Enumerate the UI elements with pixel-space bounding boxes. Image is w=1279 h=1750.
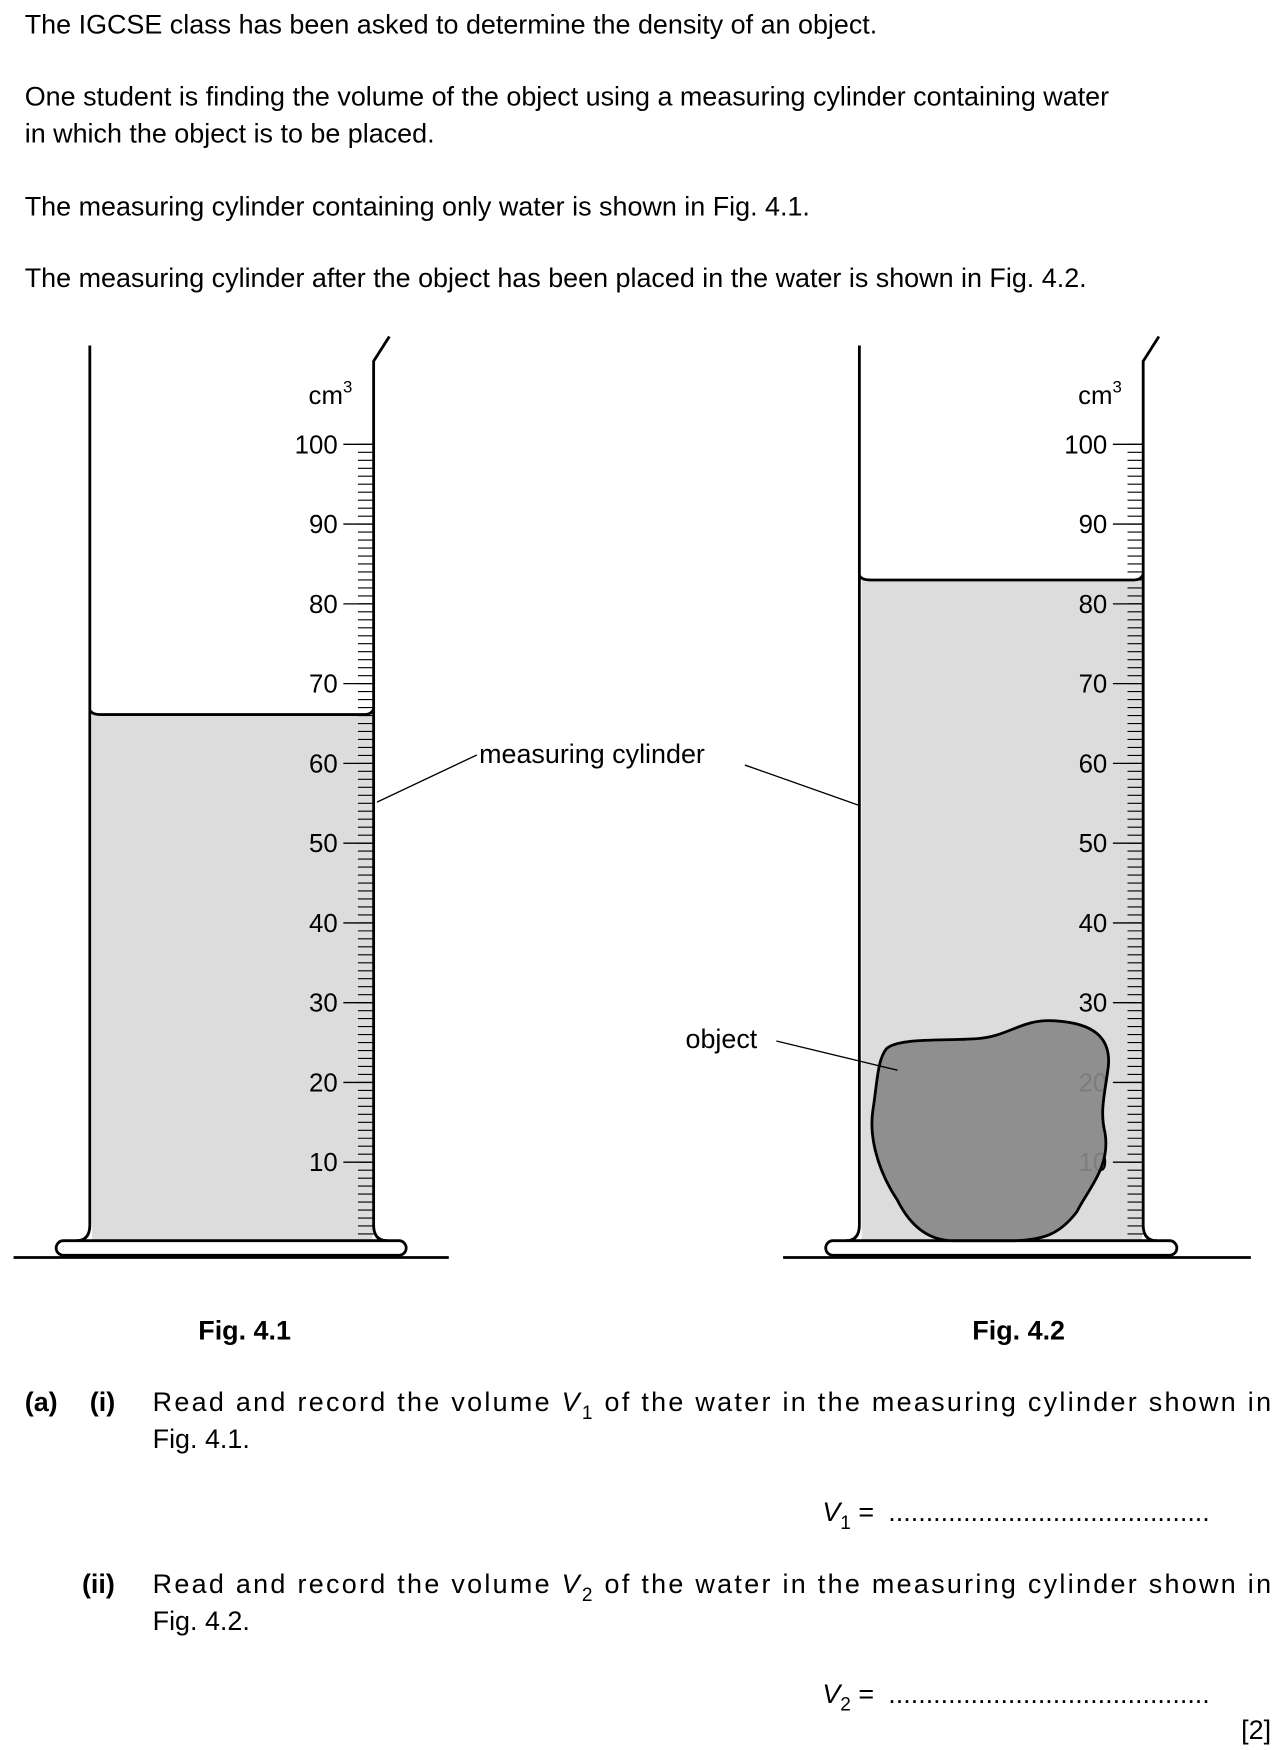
paragraph-line: One student is finding the volume of the… (25, 81, 1109, 111)
question-text: of the water in the measuring cylinder s… (595, 1387, 1271, 1417)
scale-label: 60 (1079, 750, 1108, 778)
scale-label: 50 (1079, 830, 1108, 858)
figure-1 (13, 335, 449, 1259)
scale-label: 40 (309, 910, 338, 938)
paragraph-line: in which the object is to be placed. (25, 118, 435, 148)
cylinder-wall (76, 345, 92, 1243)
paragraph-line: The measuring cylinder containing only w… (25, 191, 810, 221)
subscript: 1 (582, 1403, 593, 1424)
scale-label: 90 (1079, 511, 1108, 539)
scales: 100908070605040302010cm31009080706050403… (295, 378, 1144, 1235)
scale-label: 30 (309, 990, 338, 1018)
question-line: Fig. 4.1. (153, 1424, 250, 1454)
symbol: V (822, 1497, 843, 1527)
subscript: 2 (582, 1585, 593, 1606)
question-text: Read and record the volume (153, 1569, 560, 1599)
paragraph-line: The measuring cylinder after the object … (25, 263, 1087, 293)
unit-power: 3 (343, 378, 352, 397)
paragraph-line: The IGCSE class has been asked to determ… (25, 10, 878, 40)
leader-line (376, 754, 478, 803)
answer-line: V2 = ...................................… (822, 1679, 1209, 1716)
cylinder-wall (1141, 335, 1161, 1243)
scale-label: 100 (1064, 431, 1107, 459)
figure-caption: Fig. 4.1 (198, 1315, 291, 1345)
answer-dots: ........................................… (888, 1679, 1209, 1709)
scale-label: 70 (1079, 671, 1108, 699)
scale-label: 10 (309, 1149, 338, 1177)
scale-label: 80 (309, 591, 338, 619)
marks: [2] (1241, 1715, 1271, 1745)
cylinder-base (54, 1239, 408, 1257)
scale-label: 70 (309, 671, 338, 699)
water-surface (88, 708, 375, 716)
scale-label: 100 (295, 431, 338, 459)
subscript: 2 (840, 1695, 851, 1716)
symbol: V (562, 1569, 583, 1599)
water (92, 713, 373, 1241)
subpart-label: (i) (90, 1387, 115, 1417)
scale-label: 50 (309, 830, 338, 858)
equals: = (851, 1497, 882, 1527)
scale-label: 30 (1079, 990, 1108, 1018)
cylinder-wall (845, 345, 861, 1243)
annotation: measuring cylinder (479, 739, 705, 769)
answer-line: V1 = ...................................… (822, 1497, 1209, 1534)
scale-label: 60 (309, 750, 338, 778)
answer-dots: ........................................… (888, 1497, 1209, 1527)
cylinder-wall (372, 335, 391, 1243)
unit-label: cm3 (1078, 378, 1122, 410)
part-label: (a) (25, 1387, 58, 1417)
annotation: object (685, 1024, 757, 1054)
subscript: 1 (840, 1513, 851, 1534)
unit: cm (309, 382, 343, 410)
scale-label: 90 (309, 511, 338, 539)
object (870, 1019, 1110, 1243)
equals: = (851, 1679, 882, 1709)
symbol: V (822, 1679, 843, 1709)
cylinder-base (824, 1239, 1179, 1257)
intro: The IGCSE class has been asked to determ… (25, 10, 1109, 294)
unit: cm (1078, 382, 1112, 410)
unit-power: 3 (1113, 378, 1122, 397)
water-surface (858, 573, 1145, 582)
subpart-label: (ii) (82, 1569, 115, 1599)
symbol: V (562, 1387, 583, 1417)
scale-label: 20 (309, 1069, 338, 1097)
figure-caption: Fig. 4.2 (972, 1315, 1065, 1345)
leader-line (776, 1040, 898, 1071)
scale-label: 80 (1079, 591, 1108, 619)
question-text: Read and record the volume (153, 1387, 560, 1417)
unit-label: cm3 (309, 378, 353, 410)
leader-line (744, 764, 860, 807)
question-text: of the water in the measuring cylinder s… (595, 1569, 1271, 1599)
question-line: Fig. 4.2. (153, 1606, 250, 1636)
scale-label: 40 (1079, 910, 1108, 938)
